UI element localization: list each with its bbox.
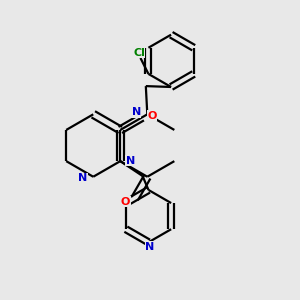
Text: N: N <box>78 173 87 183</box>
Text: O: O <box>148 111 157 121</box>
Text: N: N <box>126 156 135 166</box>
Text: N: N <box>146 242 154 252</box>
Text: Cl: Cl <box>133 48 145 58</box>
Text: N: N <box>131 107 141 117</box>
Text: O: O <box>121 196 130 207</box>
